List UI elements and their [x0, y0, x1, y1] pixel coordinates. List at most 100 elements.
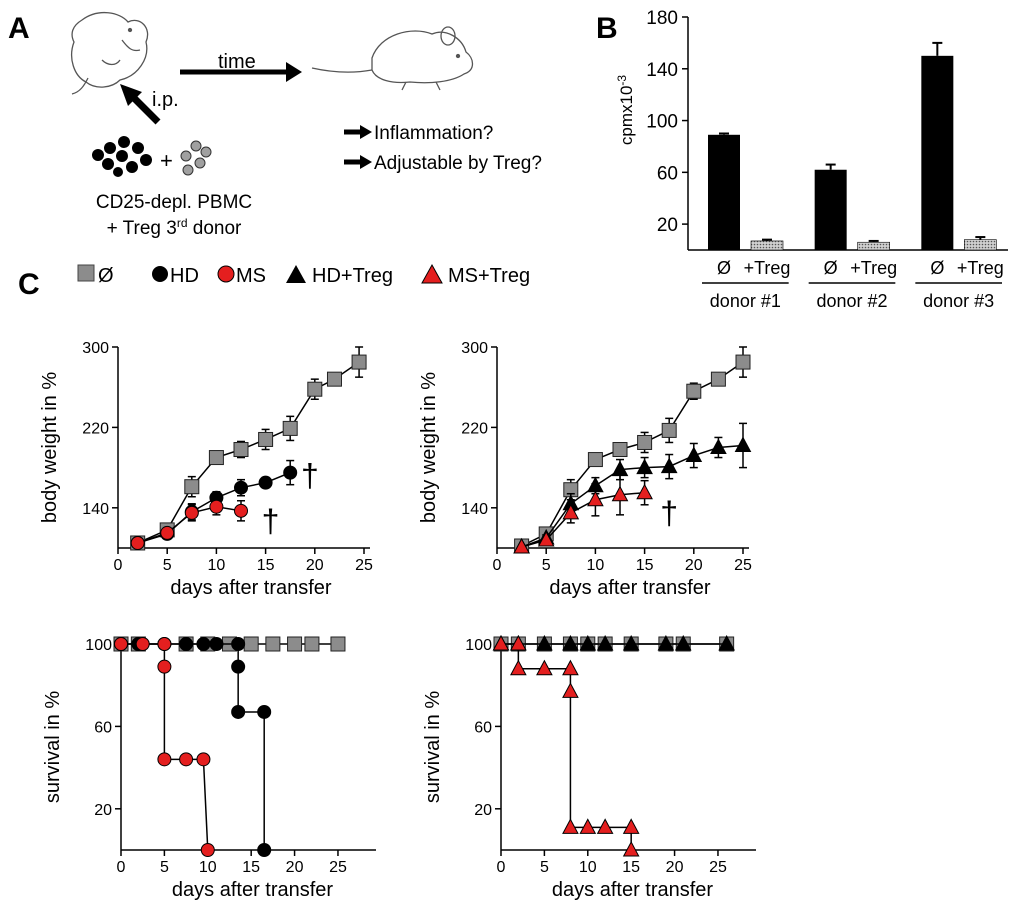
- data-point: [231, 637, 246, 651]
- question2-arrowhead: [360, 155, 372, 169]
- data-point: [562, 659, 579, 676]
- data-point: [265, 636, 281, 652]
- death-dagger: †: [262, 503, 280, 539]
- panel-label-b: B: [596, 12, 618, 45]
- data-point: [114, 637, 128, 651]
- chart-proliferation: 20 60 100 140 180 cpmx10-3 Ø +Treg Ø +Treg Ø +Treg d…: [615, 8, 1008, 311]
- y-tick-label: 100: [646, 112, 678, 133]
- data-point: [184, 505, 199, 520]
- data-point: [710, 438, 727, 454]
- y-tick-label: 220: [461, 420, 488, 437]
- category-label: Ø: [824, 258, 838, 278]
- group-label: donor #2: [816, 291, 887, 311]
- data-point: [622, 840, 640, 857]
- data-point: [231, 659, 246, 674]
- data-point: [686, 383, 702, 399]
- data-point: [208, 450, 224, 466]
- data-point: [537, 530, 555, 547]
- category-label: Ø: [717, 258, 731, 278]
- data-point: [513, 537, 530, 554]
- y-axis-label: survival in %: [42, 691, 64, 803]
- x-axis-label: days after transfer: [549, 577, 711, 599]
- data-point: [160, 525, 175, 540]
- x-tick-label: 0: [497, 859, 506, 876]
- data-point: [307, 381, 323, 397]
- data-point: [611, 485, 629, 502]
- x-tick-label: 5: [542, 557, 551, 574]
- data-point: [536, 634, 553, 651]
- x-axis-label: days after transfer: [552, 879, 714, 901]
- category-label: +Treg: [850, 258, 897, 278]
- series-ms-treg: [492, 634, 640, 857]
- cells-label-line1: CD25-depl. PBMC: [96, 192, 252, 213]
- data-point: [209, 637, 224, 651]
- legend: Ø HD MS HD+Treg MS+Treg: [77, 263, 530, 287]
- data-point: [562, 682, 579, 698]
- y-tick-label: 60: [474, 719, 492, 736]
- data-point: [710, 371, 726, 387]
- y-tick-label: 140: [82, 501, 109, 518]
- data-point: [636, 483, 653, 500]
- legend-label-ms-treg: MS+Treg: [448, 265, 530, 287]
- x-tick-label: 5: [540, 859, 549, 876]
- data-point: [184, 479, 200, 495]
- data-point: [157, 637, 172, 651]
- data-point: [304, 636, 320, 652]
- data-point: [718, 634, 735, 651]
- x-tick-label: 0: [117, 859, 126, 876]
- data-point: [179, 637, 194, 651]
- data-point: [196, 752, 211, 767]
- y-tick-label: 100: [85, 637, 112, 654]
- data-point: [287, 636, 303, 652]
- chart-survival-hd-ms: 0 5 10 15 20 25 20 60 100 days after transfer surv…: [42, 636, 376, 901]
- data-point: [612, 442, 628, 458]
- series--: [130, 346, 367, 551]
- data-point: [135, 637, 150, 651]
- x-tick-label: 5: [160, 859, 169, 876]
- y-tick-label: 140: [646, 60, 678, 81]
- data-point: [674, 634, 692, 651]
- y-axis-label: survival in %: [422, 691, 444, 803]
- x-tick-label: 15: [257, 557, 275, 574]
- data-point: [657, 634, 675, 651]
- series-ms: [114, 637, 215, 857]
- schematic: time i.p. + CD25-depl. PBMC + Treg 3rd d…: [71, 12, 542, 239]
- y-axis-label: body weight in %: [39, 372, 61, 523]
- x-axis-label: days after transfer: [172, 879, 334, 901]
- y-axis-label: cpmx10-3: [615, 75, 636, 146]
- data-point: [562, 818, 579, 834]
- treg-cells-icon: [180, 140, 212, 176]
- y-tick-label: 20: [474, 802, 492, 819]
- question1-arrowhead: [360, 125, 372, 139]
- series-ms: [130, 498, 248, 550]
- y-tick-label: 60: [94, 719, 112, 736]
- data-point: [257, 843, 272, 857]
- data-point: [622, 634, 640, 651]
- data-point: [243, 636, 259, 652]
- data-point: [636, 458, 653, 475]
- data-point: [258, 475, 273, 490]
- data-point: [157, 752, 172, 767]
- data-point: [351, 354, 367, 370]
- x-tick-label: 10: [199, 859, 217, 876]
- data-point: [282, 420, 298, 436]
- adult-mouse-icon: [311, 26, 474, 91]
- question2-label: Adjustable by Treg?: [374, 153, 542, 174]
- x-tick-label: 10: [208, 557, 226, 574]
- series-hd-treg: [492, 634, 735, 651]
- ip-arrow: [129, 93, 161, 125]
- data-point: [734, 436, 752, 452]
- series-line: [121, 643, 209, 851]
- bar: [814, 169, 847, 250]
- chart-weight-hd-ms: 0 5 10 15 20 25 140 220 300 days after transfer bo…: [39, 340, 373, 599]
- data-point: [536, 659, 553, 676]
- data-point: [735, 354, 751, 370]
- series-hd-treg: [513, 422, 752, 554]
- chart-weight-treg: 0 5 10 15 20 25 140 220 300 days after transfer bo…: [418, 340, 752, 599]
- bar: [921, 55, 954, 251]
- x-tick-label: 20: [666, 859, 684, 876]
- data-point: [587, 452, 603, 468]
- x-tick-label: 0: [114, 557, 123, 574]
- category-label: Ø: [930, 258, 944, 278]
